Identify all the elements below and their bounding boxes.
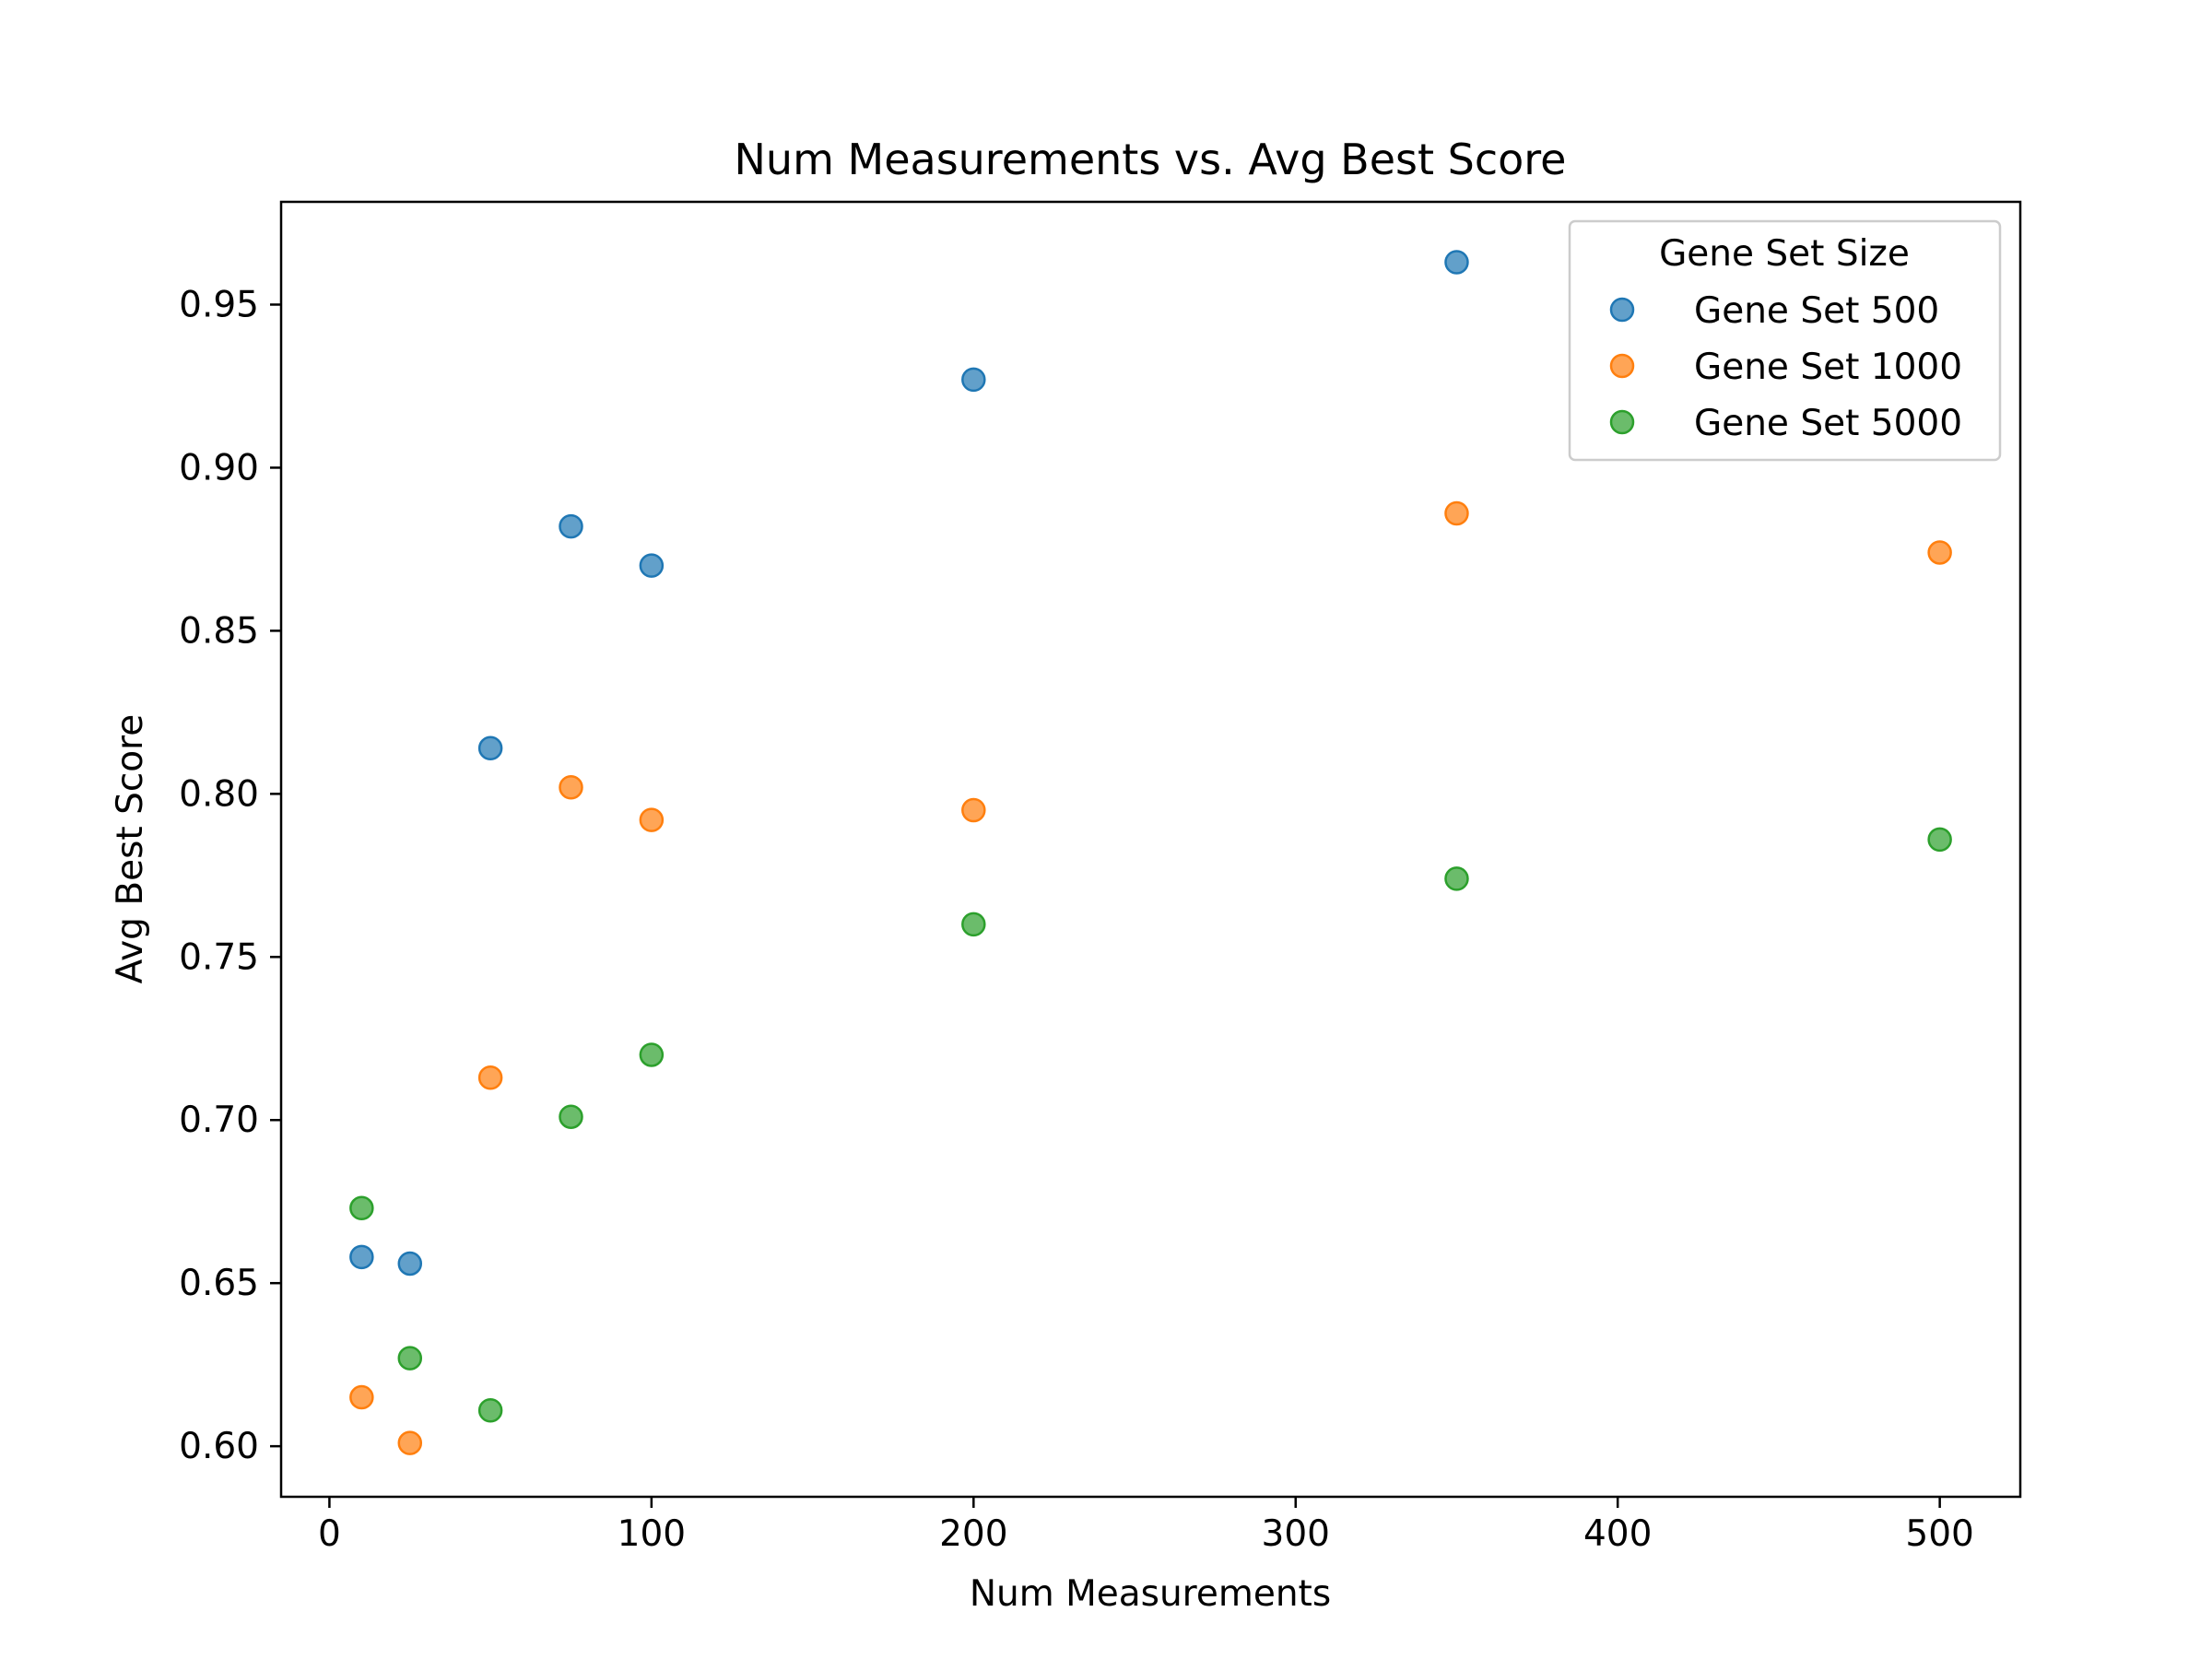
y-tick-label: 0.85 xyxy=(179,610,259,652)
data-point xyxy=(349,1195,374,1221)
legend-entries: Gene Set 500 Gene Set 1000 Gene Set 5000 xyxy=(1609,290,1962,444)
legend-marker xyxy=(1609,297,1635,323)
data-point xyxy=(639,1042,665,1067)
plot-area xyxy=(349,250,1952,1455)
x-axis-label: Num Measurements xyxy=(970,1573,1331,1615)
y-axis-label: Avg Best Score xyxy=(110,714,151,984)
y-tick-label: 0.90 xyxy=(179,447,259,488)
x-tick-label: 400 xyxy=(1583,1513,1652,1555)
x-tick-label: 500 xyxy=(1905,1513,1973,1555)
data-point xyxy=(477,1065,503,1090)
y-tick-label: 0.60 xyxy=(179,1426,259,1467)
legend-label: Gene Set 1000 xyxy=(1694,347,1962,388)
data-point xyxy=(349,1244,374,1270)
y-tick-label: 0.75 xyxy=(179,936,259,978)
data-point xyxy=(1444,500,1469,526)
legend-label: Gene Set 500 xyxy=(1694,290,1939,332)
data-point xyxy=(349,1384,374,1410)
plot-frame xyxy=(279,200,2022,1499)
data-point xyxy=(477,735,503,761)
x-tick-label: 300 xyxy=(1262,1513,1330,1555)
data-point xyxy=(961,912,986,937)
data-point xyxy=(1444,250,1469,275)
x-axis-ticks: 0 100 200 300 400 500 xyxy=(318,1497,1974,1555)
x-tick-label: 200 xyxy=(939,1513,1007,1555)
legend-title: Gene Set Size xyxy=(1659,233,1910,275)
y-axis-ticks: 0.60 0.65 0.70 0.75 0.80 0.85 0.90 0.95 xyxy=(179,284,281,1467)
data-point xyxy=(397,1430,423,1455)
x-tick-label: 100 xyxy=(618,1513,686,1555)
y-tick-label: 0.80 xyxy=(179,773,259,815)
legend-box xyxy=(1568,219,2002,462)
data-point xyxy=(961,367,986,393)
y-tick-label: 0.65 xyxy=(179,1263,259,1304)
y-tick-label: 0.95 xyxy=(179,284,259,325)
series-2 xyxy=(349,500,1952,1455)
data-point xyxy=(1444,866,1469,891)
y-tick-label: 0.70 xyxy=(179,1100,259,1141)
legend-marker xyxy=(1609,409,1635,435)
legend-marker xyxy=(1609,353,1635,379)
data-point xyxy=(559,513,583,539)
data-point xyxy=(1927,827,1952,853)
data-point xyxy=(397,1346,423,1371)
data-point xyxy=(961,797,986,823)
data-point xyxy=(477,1397,503,1423)
series-3 xyxy=(349,827,1952,1423)
series-1 xyxy=(349,250,1469,1277)
chart-title: Num Measurements vs. Avg Best Score xyxy=(735,135,1567,184)
x-tick-label: 0 xyxy=(318,1513,341,1555)
data-point xyxy=(397,1251,423,1277)
data-point xyxy=(1927,540,1952,565)
data-point xyxy=(639,553,665,578)
legend-label: Gene Set 5000 xyxy=(1694,403,1962,444)
data-point xyxy=(559,1104,583,1129)
data-point xyxy=(559,775,583,800)
data-point xyxy=(639,807,665,832)
